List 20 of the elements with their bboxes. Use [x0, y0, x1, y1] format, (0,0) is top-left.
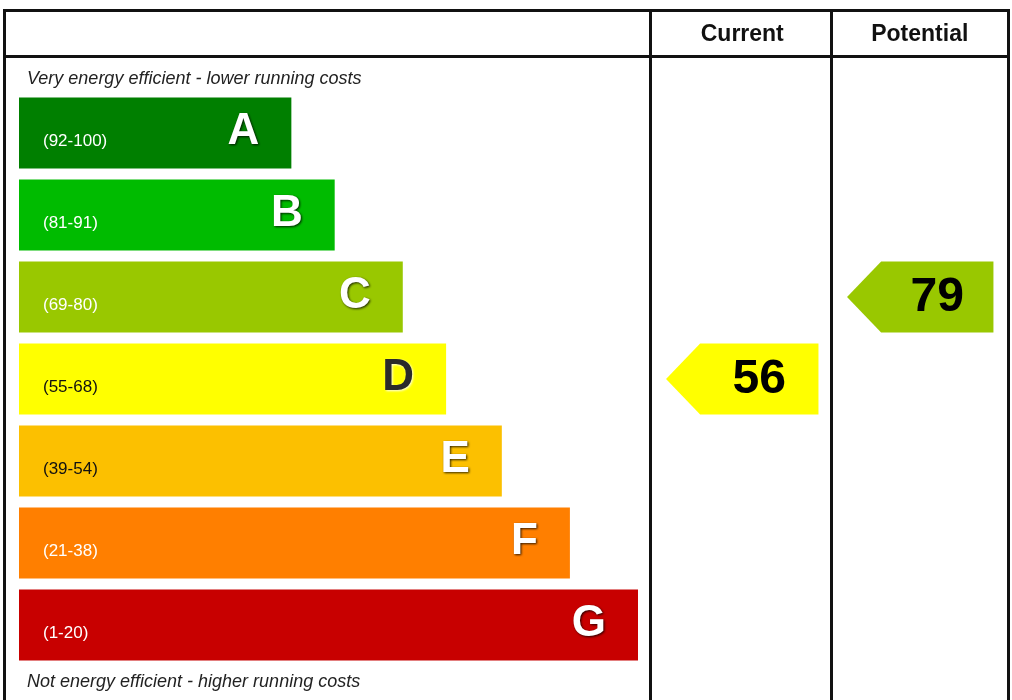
y-tick-label: (81-91) — [43, 212, 98, 232]
y-tick-label: (92-100) — [43, 130, 108, 150]
data-label: 56 — [732, 349, 787, 404]
y-tick-label: (69-80) — [43, 294, 98, 314]
annotation: E — [440, 432, 470, 482]
annotation: Not energy efficient - higher running costs — [27, 671, 361, 691]
annotation: A — [227, 104, 260, 154]
annotation: C — [339, 268, 371, 318]
annotation: G — [571, 596, 606, 646]
text: Very energy efficient - lower running costs — [27, 68, 362, 88]
y-tick-label: (55-68) — [43, 376, 98, 396]
y-tick-label: (21-38) — [43, 540, 98, 560]
text: Current — [700, 20, 784, 47]
annotation: F — [511, 514, 538, 564]
y-tick-label: (39-54) — [43, 458, 98, 478]
y-tick-label: (1-20) — [43, 622, 89, 642]
text: Potential — [871, 20, 969, 47]
data-label: 79 — [910, 267, 964, 322]
annotation: D — [382, 350, 415, 400]
annotation: B — [270, 186, 303, 236]
